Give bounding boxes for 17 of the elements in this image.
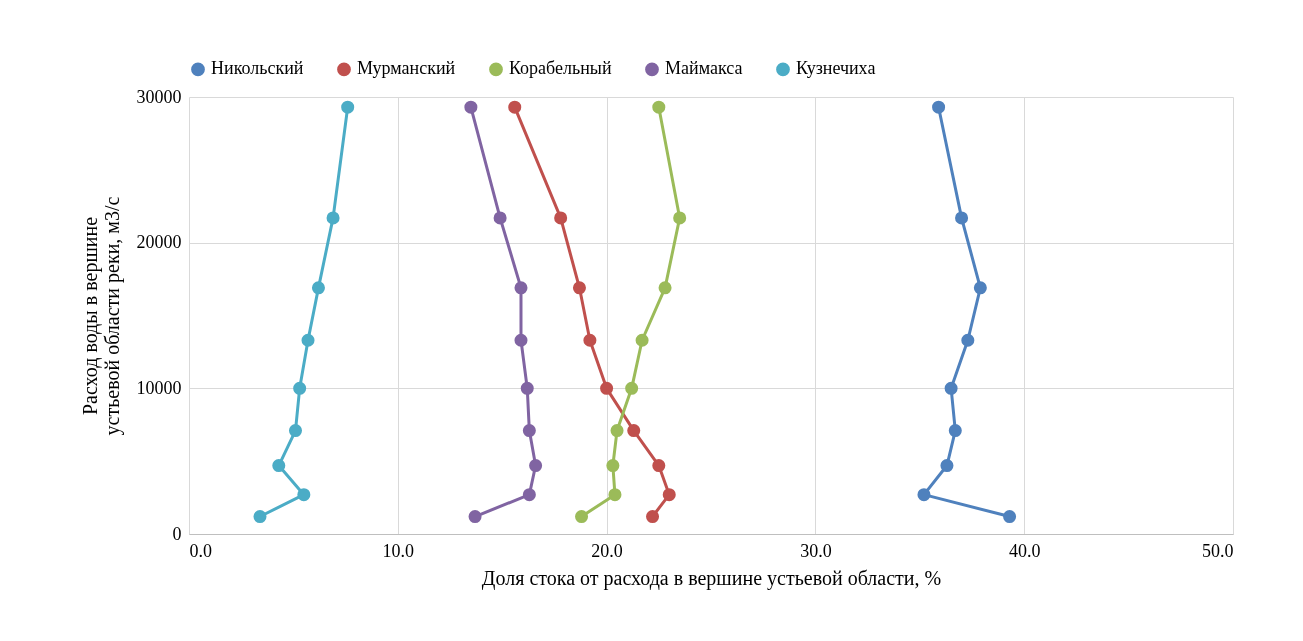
x-tick-label: 0.0 [189,540,212,561]
x-tick-label: 30.0 [800,540,832,561]
legend-label: Кузнечиха [796,58,876,79]
y-tick-label: 30000 [136,86,182,107]
legend-label: Мурманский [357,58,456,79]
y-tick-label: 0 [172,523,182,544]
y-axis-title: Расход воды в вершине устьевой области реки, м3/с [78,196,124,436]
legend-label: Маймакса [665,58,743,79]
x-tick-label: 20.0 [591,540,623,561]
x-tick-label: 50.0 [1202,540,1234,561]
x-tick-label: 40.0 [1008,540,1041,561]
y-tick-label: 10000 [136,377,182,398]
legend-label: Никольский [211,58,304,79]
legend-label: Корабельный [509,58,612,79]
y-tick-label: 20000 [136,232,182,253]
x-tick-label: 10.0 [382,540,415,561]
x-axis-title: Доля стока от расхода в вершине устьевой области, % [481,566,942,590]
